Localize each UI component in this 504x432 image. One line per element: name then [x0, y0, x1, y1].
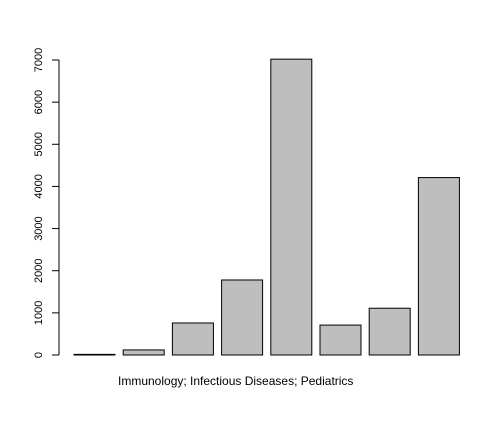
bar-5: [270, 58, 313, 356]
y-tick-label-6000: 6000: [33, 90, 45, 114]
bar-4: [221, 279, 264, 356]
y-tick-label-4000: 4000: [33, 174, 45, 198]
bar-7: [368, 307, 411, 356]
bar-2: [122, 349, 165, 356]
x-category-label-1: Immunology; Infectious Diseases; Pediatr…: [118, 374, 353, 388]
y-axis: 0 1000 2000 3000 4000 5000 6000 7000: [33, 48, 60, 358]
bar-3: [171, 322, 214, 356]
y-tick-label-5000: 5000: [33, 132, 45, 156]
bar-6: [319, 324, 362, 356]
y-tick-label-2000: 2000: [33, 258, 45, 282]
y-tick-label-1000: 1000: [33, 301, 45, 325]
y-tick-label-3000: 3000: [33, 216, 45, 240]
y-tick-label-0: 0: [33, 352, 45, 358]
y-tick-label-7000: 7000: [33, 48, 45, 72]
bars-group: [73, 58, 460, 356]
bar-8: [417, 177, 460, 356]
x-axis-labels: Immunology; Infectious Diseases; Pediatr…: [118, 374, 353, 388]
bar-1: [73, 353, 116, 356]
